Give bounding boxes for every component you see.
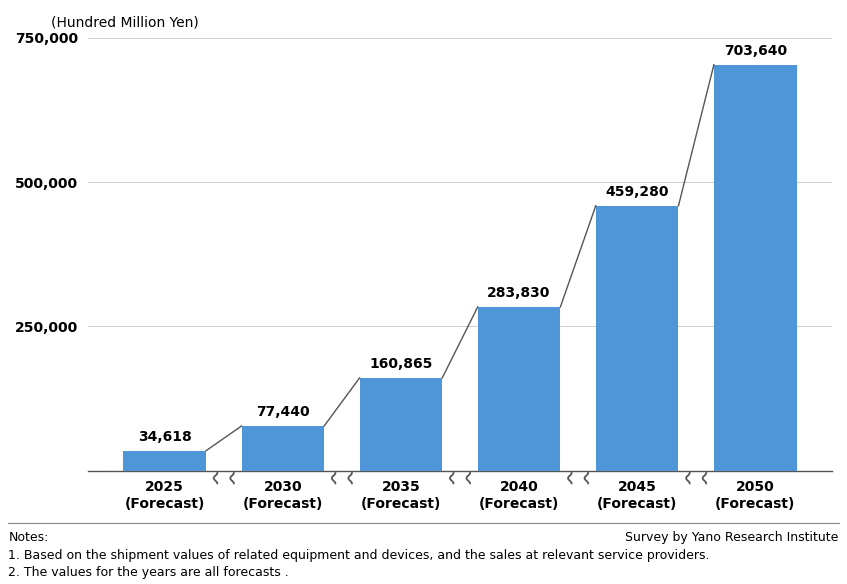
Bar xyxy=(241,426,324,471)
Text: Notes:: Notes: xyxy=(8,531,49,544)
Text: 34,618: 34,618 xyxy=(138,430,191,444)
Bar xyxy=(595,206,678,471)
Text: 2. The values for the years are all forecasts .: 2. The values for the years are all fore… xyxy=(8,566,289,579)
Bar xyxy=(478,307,561,471)
Text: 160,865: 160,865 xyxy=(369,357,433,371)
Text: 1. Based on the shipment values of related equipment and devices, and the sales : 1. Based on the shipment values of relat… xyxy=(8,549,710,562)
Text: (Hundred Million Yen): (Hundred Million Yen) xyxy=(51,15,198,29)
Bar xyxy=(714,65,796,471)
Bar xyxy=(124,451,206,471)
Text: 459,280: 459,280 xyxy=(606,185,669,199)
Text: Survey by Yano Research Institute: Survey by Yano Research Institute xyxy=(625,531,839,544)
Text: 703,640: 703,640 xyxy=(723,44,787,58)
Bar xyxy=(360,378,442,471)
Text: 77,440: 77,440 xyxy=(256,405,310,419)
Text: 283,830: 283,830 xyxy=(487,286,551,300)
